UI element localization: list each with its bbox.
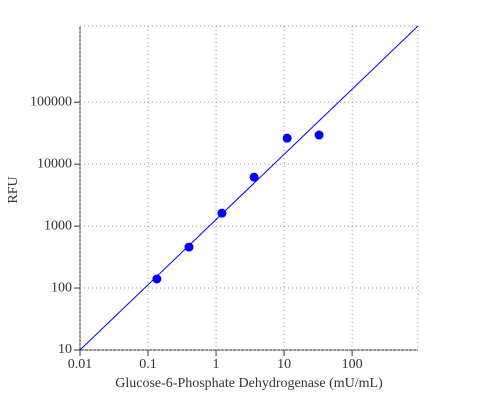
y-tick-label: 1000 [44, 218, 72, 233]
data-point [249, 172, 259, 182]
data-point [217, 208, 227, 218]
y-tick-label: 100 [51, 280, 72, 295]
y-tick-label: 10000 [37, 156, 72, 171]
x-tick-label: 0.1 [139, 357, 157, 372]
data-point [314, 130, 324, 140]
data-point [152, 274, 162, 284]
y-tick-label: 100000 [30, 94, 72, 109]
fit-line [79, 25, 419, 351]
x-tick-label: 1 [213, 357, 220, 372]
data-point [184, 242, 194, 252]
data-point [282, 133, 292, 143]
x-tick-label: 0.01 [68, 357, 93, 372]
x-axis-label: Glucose-6-Phosphate Dehydrogenase (mU/mL… [115, 376, 383, 391]
y-tick-label: 10 [58, 342, 72, 357]
x-tick-label: 100 [342, 357, 363, 372]
x-tick-label: 10 [277, 357, 291, 372]
y-axis-label: RFU [6, 176, 21, 203]
